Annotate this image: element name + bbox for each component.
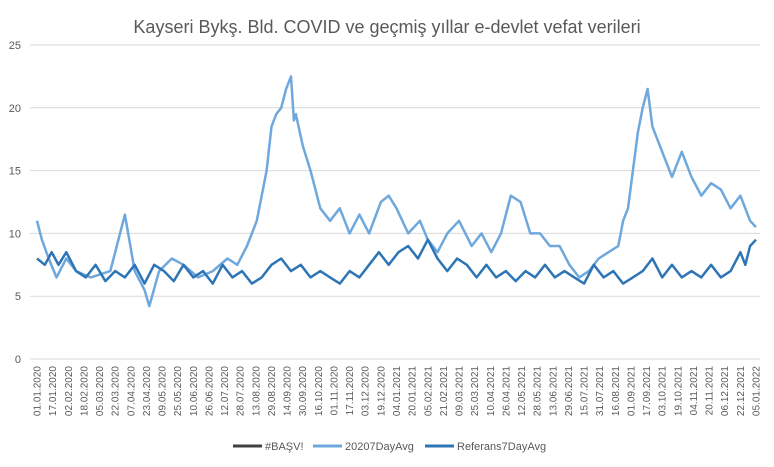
gridlines	[30, 44, 760, 297]
x-tick-label: 10.04.2021	[486, 366, 497, 416]
x-tick-label: 12.05.2021	[517, 366, 528, 416]
x-tick-label: 30.09.2020	[298, 366, 309, 416]
x-tick-label: 18.02.2020	[79, 366, 90, 416]
x-tick-label: 21.02.2021	[439, 366, 450, 416]
x-tick-label: 01.11.2020	[329, 366, 340, 416]
x-tick-label: 15.07.2021	[580, 366, 591, 416]
y-axis-ticks: 0 5 10 15 20 25	[9, 40, 21, 366]
y-tick-label: 25	[9, 40, 21, 52]
x-tick-label: 12.07.2020	[220, 366, 231, 416]
x-tick-label: 29.08.2020	[267, 366, 278, 416]
y-tick-label: 20	[9, 103, 21, 115]
series-line-2020-7day-avg	[35, 75, 757, 308]
x-tick-label: 16.10.2020	[314, 366, 325, 416]
x-tick-label: 19.10.2021	[673, 366, 684, 416]
x-tick-label: 01.09.2021	[626, 366, 637, 416]
x-tick-label: 03.10.2021	[658, 366, 669, 416]
x-tick-label: 17.11.2020	[345, 366, 356, 416]
x-tick-label: 04.01.2021	[392, 366, 403, 416]
x-tick-label: 04.11.2021	[689, 366, 700, 416]
x-tick-label: 07.04.2020	[126, 366, 137, 416]
x-tick-label: 22.12.2021	[736, 366, 747, 416]
x-tick-label: 09.03.2021	[455, 366, 466, 416]
x-tick-label: 05.01.2022	[752, 366, 763, 416]
x-tick-label: 28.07.2020	[236, 366, 247, 416]
x-tick-label: 13.06.2021	[548, 366, 559, 416]
series-line-reference-7day-avg	[36, 238, 757, 285]
x-tick-label: 17.09.2021	[642, 366, 653, 416]
y-tick-label: 15	[9, 166, 21, 178]
x-tick-label: 25.03.2021	[470, 366, 481, 416]
x-tick-label: 31.07.2021	[595, 366, 606, 416]
x-tick-label: 02.02.2020	[64, 366, 75, 416]
x-tick-label: 23.04.2020	[142, 366, 153, 416]
x-tick-label: 20.01.2021	[408, 366, 419, 416]
x-tick-label: 13.08.2020	[251, 366, 262, 416]
x-tick-label: 19.12.2020	[376, 366, 387, 416]
y-tick-label: 5	[15, 291, 21, 303]
x-tick-label: 05.02.2021	[423, 366, 434, 416]
x-tick-label: 14.09.2020	[283, 366, 294, 416]
x-tick-label: 26.04.2021	[501, 366, 512, 416]
x-tick-label: 22.03.2020	[111, 366, 122, 416]
chart-title: Kayseri Bykş. Bld. COVID ve geçmiş yılla…	[133, 17, 640, 37]
x-tick-label: 25.05.2020	[173, 366, 184, 416]
x-tick-label: 09.05.2020	[158, 366, 169, 416]
x-tick-label: 20.11.2021	[705, 366, 716, 416]
x-tick-label: 26.06.2020	[204, 366, 215, 416]
x-tick-label: 16.08.2021	[611, 366, 622, 416]
x-tick-label: 03.12.2020	[361, 366, 372, 416]
x-tick-label: 05.03.2020	[95, 366, 106, 416]
x-tick-label: 10.06.2020	[189, 366, 200, 416]
y-tick-label: 10	[9, 228, 21, 240]
legend-label-2020: 20207DayAvg	[345, 441, 414, 453]
x-tick-label: 28.05.2021	[533, 366, 544, 416]
legend: #BAŞV! 20207DayAvg Referans7DayAvg	[233, 441, 546, 453]
legend-label-ref: Referans7DayAvg	[457, 441, 546, 453]
x-tick-label: 17.01.2020	[48, 366, 59, 416]
x-tick-label: 29.06.2021	[564, 366, 575, 416]
y-tick-label: 0	[15, 354, 21, 366]
series-lines	[35, 75, 757, 308]
x-axis-ticks: 01.01.2020 17.01.2020 02.02.2020 18.02.2020…	[33, 366, 763, 416]
x-tick-label: 01.01.2020	[33, 366, 44, 416]
legend-label-basv: #BAŞV!	[265, 441, 304, 453]
x-tick-label: 06.12.2021	[720, 366, 731, 416]
